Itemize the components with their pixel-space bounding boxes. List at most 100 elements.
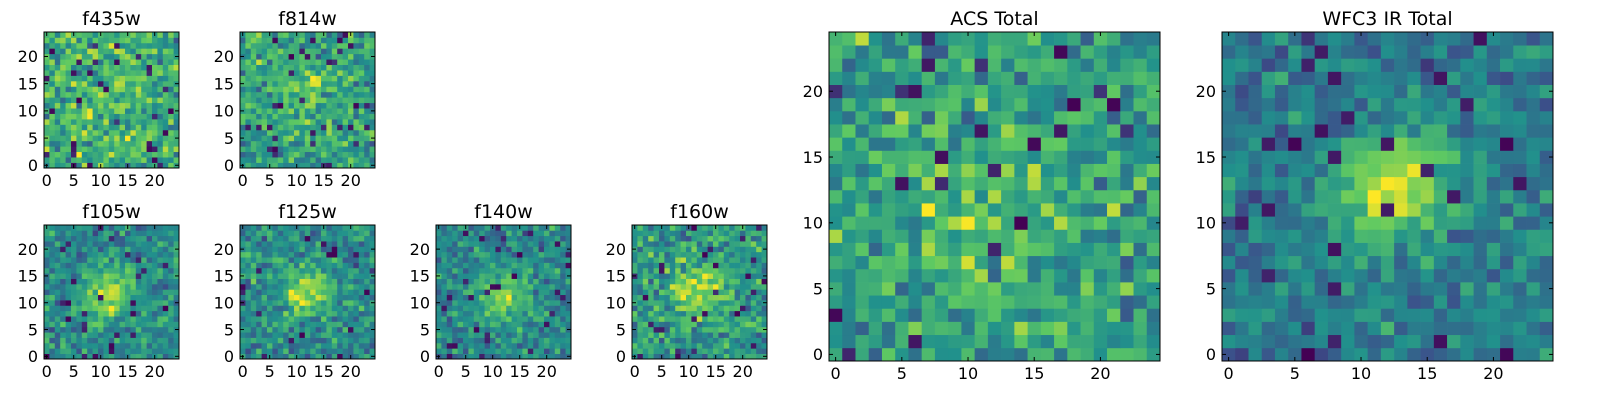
heatmap-cell bbox=[664, 235, 671, 242]
heatmap-cell bbox=[288, 86, 295, 93]
heatmap-cell bbox=[696, 241, 703, 247]
heatmap-cell bbox=[304, 251, 311, 258]
heatmap-cell bbox=[114, 251, 120, 258]
heatmap-cell bbox=[987, 282, 1002, 296]
heatmap-cell bbox=[1107, 84, 1121, 99]
heatmap-cell bbox=[267, 241, 273, 247]
heatmap-cell bbox=[240, 37, 246, 44]
heatmap-cell bbox=[511, 342, 518, 349]
heatmap-cell bbox=[256, 310, 262, 317]
heatmap-cell bbox=[130, 273, 137, 279]
heatmap-cell bbox=[565, 310, 572, 317]
heatmap-cell bbox=[272, 37, 279, 44]
heatmap-cell bbox=[71, 246, 77, 253]
heatmap-cell bbox=[65, 251, 72, 258]
heatmap-cell bbox=[653, 342, 660, 349]
heatmap-cell bbox=[277, 278, 284, 285]
heatmap-cell bbox=[125, 235, 131, 242]
heatmap-cell bbox=[49, 119, 56, 125]
heatmap-cell bbox=[49, 48, 56, 55]
heatmap-cell bbox=[267, 230, 273, 237]
heatmap-cell bbox=[734, 353, 741, 360]
heatmap-cell bbox=[348, 241, 354, 247]
heatmap-cell bbox=[304, 146, 311, 153]
x-tick-label: 0 bbox=[831, 364, 841, 383]
heatmap-cell bbox=[168, 278, 174, 285]
heatmap-cell bbox=[173, 225, 180, 231]
heatmap-cell bbox=[1040, 242, 1055, 257]
heatmap-cell bbox=[277, 80, 284, 87]
heatmap-cell bbox=[691, 283, 698, 290]
heatmap-cell bbox=[479, 230, 485, 237]
heatmap-cell bbox=[369, 86, 376, 93]
heatmap-cell bbox=[157, 42, 164, 49]
heatmap-cell bbox=[277, 75, 284, 82]
heatmap-cell bbox=[1120, 321, 1134, 336]
y-tick-label: 10 bbox=[606, 293, 626, 312]
x-tick-label: 10 bbox=[679, 362, 699, 381]
heatmap-cell bbox=[707, 283, 714, 290]
heatmap-cell bbox=[277, 48, 284, 55]
heatmap-cell bbox=[881, 176, 896, 191]
heatmap-cell bbox=[1027, 97, 1042, 112]
heatmap-cell bbox=[1288, 216, 1302, 230]
heatmap-cell bbox=[675, 353, 681, 360]
heatmap-cell bbox=[98, 37, 104, 44]
heatmap-cell bbox=[446, 353, 453, 360]
heatmap-cell bbox=[81, 59, 88, 65]
heatmap-cell bbox=[686, 278, 692, 285]
heatmap-cell bbox=[119, 37, 126, 44]
heatmap-cell bbox=[108, 321, 115, 328]
heatmap-cell bbox=[44, 321, 50, 328]
heatmap-cell bbox=[479, 321, 485, 328]
heatmap-cell bbox=[60, 283, 66, 290]
heatmap-cell bbox=[315, 129, 322, 136]
heatmap-cell bbox=[1420, 295, 1435, 309]
heatmap-cell bbox=[1054, 308, 1068, 322]
heatmap-cell bbox=[669, 337, 676, 344]
heatmap-cell bbox=[315, 294, 322, 301]
heatmap-cell bbox=[473, 337, 480, 344]
heatmap-cell bbox=[1027, 321, 1042, 336]
heatmap-cell bbox=[506, 332, 512, 338]
heatmap-cell bbox=[522, 300, 529, 306]
heatmap-cell bbox=[750, 235, 757, 242]
heatmap-cell bbox=[108, 75, 115, 82]
heatmap-cell bbox=[669, 225, 676, 231]
heatmap-cell bbox=[337, 151, 343, 158]
heatmap-cell bbox=[353, 32, 360, 38]
heatmap-cell bbox=[680, 230, 687, 237]
heatmap-cell bbox=[696, 310, 703, 317]
heatmap-cell bbox=[358, 332, 365, 338]
heatmap-cell bbox=[1301, 150, 1316, 164]
heatmap-cell bbox=[152, 316, 158, 322]
heatmap-cell bbox=[294, 321, 300, 328]
heatmap-cell bbox=[321, 230, 327, 237]
heatmap-cell bbox=[108, 342, 115, 349]
heatmap-cell bbox=[348, 37, 354, 44]
heatmap-cell bbox=[267, 310, 273, 317]
x-tick-label: 10 bbox=[287, 362, 307, 381]
heatmap-cell bbox=[114, 119, 120, 125]
heatmap-cell bbox=[348, 86, 354, 93]
heatmap-cell bbox=[691, 316, 698, 322]
heatmap-cell bbox=[250, 59, 257, 65]
heatmap-cell bbox=[369, 348, 376, 354]
heatmap-cell bbox=[108, 48, 115, 55]
heatmap-cell bbox=[934, 137, 949, 151]
heatmap-cell bbox=[256, 70, 262, 76]
heatmap-cell bbox=[119, 75, 126, 82]
heatmap-cell bbox=[1040, 124, 1055, 138]
heatmap-cell bbox=[560, 289, 566, 296]
heatmap-cell bbox=[76, 86, 83, 93]
heatmap-cell bbox=[642, 246, 649, 253]
heatmap-cell bbox=[304, 278, 311, 285]
heatmap-cell bbox=[272, 162, 279, 169]
heatmap-cell bbox=[855, 176, 870, 191]
heatmap-cell bbox=[146, 241, 153, 247]
heatmap-cell bbox=[1014, 58, 1028, 72]
heatmap-cell bbox=[691, 267, 698, 274]
heatmap-cell bbox=[948, 45, 962, 59]
heatmap-cell bbox=[65, 91, 72, 98]
heatmap-cell bbox=[1500, 334, 1514, 349]
